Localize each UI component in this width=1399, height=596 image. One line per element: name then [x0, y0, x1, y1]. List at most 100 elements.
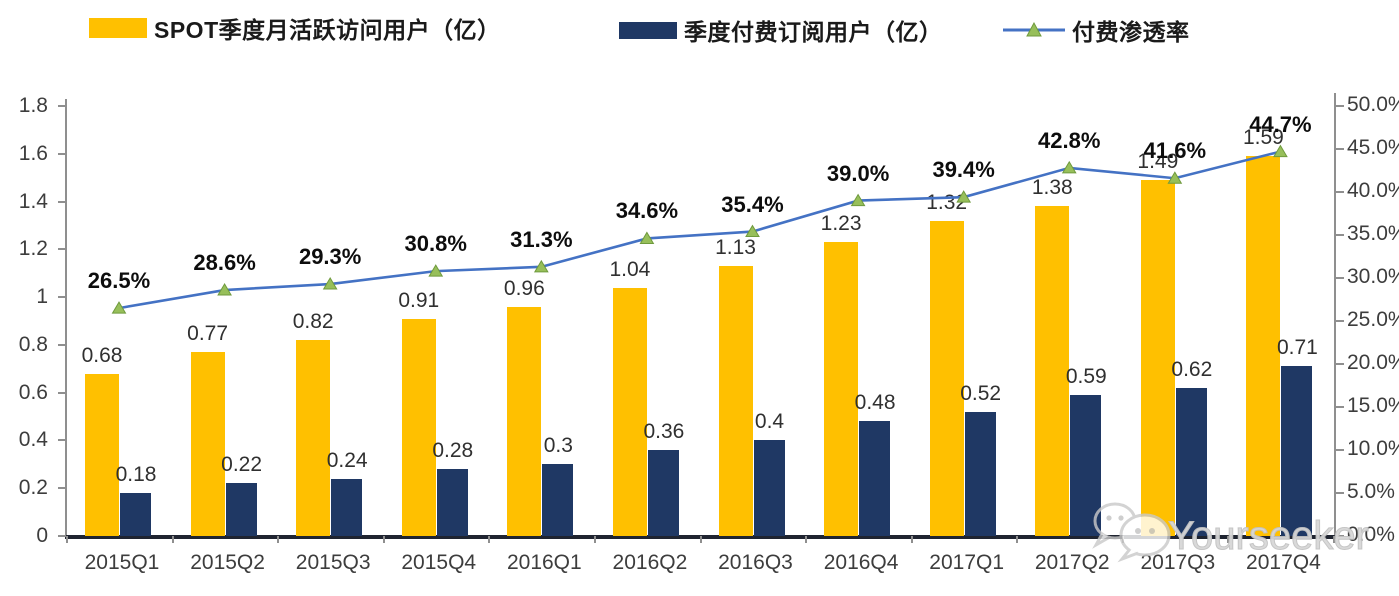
x-axis-label: 2015Q4: [401, 551, 477, 574]
y-axis-label: 0: [36, 524, 48, 547]
penetration-marker-icon: [639, 231, 655, 244]
y2-axis-tick: [1336, 535, 1344, 537]
y2-axis-label: 30.0%: [1347, 265, 1399, 288]
x-axis-tick: [1333, 536, 1335, 543]
subs-value-label: 0.59: [1065, 365, 1107, 389]
mau-value-label: 1.32: [926, 190, 968, 214]
legend-penetration-label: 付费渗透率: [1072, 19, 1190, 45]
x-axis-label: 2017Q1: [929, 551, 1005, 574]
mau-bar: [929, 220, 964, 536]
mau-bar: [190, 352, 225, 536]
y-axis-label: 1: [36, 285, 48, 309]
mau-bar: [1246, 156, 1281, 536]
x-axis-tick: [1016, 536, 1019, 543]
y2-axis-label: 10.0%: [1347, 437, 1399, 460]
penetration-point-label: 44.7%: [1249, 111, 1312, 137]
x-axis-tick: [66, 536, 68, 543]
x-axis-label: 2015Q2: [190, 551, 265, 574]
x-axis-tick: [171, 536, 174, 543]
legend-mau-label: SPOT季度月活跃访问用户（亿）: [154, 17, 501, 43]
subs-bar: [120, 493, 151, 536]
y2-axis-label: 35.0%: [1347, 222, 1399, 245]
y2-axis-tick: [1336, 277, 1344, 279]
y-axis-tick: [58, 391, 66, 394]
watermark-text: Yourseeker: [1168, 514, 1370, 559]
mau-value-label: 1.59: [1242, 126, 1284, 150]
x-axis-label: 2016Q4: [823, 551, 899, 574]
penetration-marker-icon: [533, 259, 549, 273]
y2-axis-label: 15.0%: [1347, 394, 1399, 417]
subs-value-label: 0.62: [1171, 357, 1213, 381]
y-axis-tick: [58, 248, 66, 251]
mau-value-label: 0.82: [292, 310, 334, 334]
y2-axis-label: 25.0%: [1347, 308, 1399, 331]
mau-value-label: 0.68: [81, 343, 123, 367]
mau-value-label: 1.04: [609, 257, 651, 281]
legend-subs-label: 季度付费订阅用户（亿）: [684, 19, 943, 45]
y2-axis-label: 45.0%: [1347, 136, 1399, 159]
penetration-marker-icon: [111, 301, 127, 314]
y2-axis-label: 50.0%: [1347, 93, 1399, 116]
y2-axis-tick: [1336, 148, 1344, 150]
x-axis-tick: [910, 536, 913, 543]
subs-bar: [1175, 387, 1207, 536]
y2-axis-label: 20.0%: [1347, 351, 1399, 374]
y2-axis-label: 40.0%: [1347, 179, 1399, 202]
mau-bar: [718, 266, 753, 536]
penetration-point-label: 28.6%: [193, 250, 256, 276]
y-axis-tick: [58, 487, 66, 490]
y-axis-tick: [58, 343, 66, 346]
mau-value-label: 0.77: [187, 322, 229, 346]
y2-axis-tick: [1336, 363, 1344, 365]
x-axis-label: 2015Q1: [84, 551, 160, 574]
penetration-marker-icon: [322, 277, 338, 290]
y2-axis-tick: [1336, 320, 1344, 322]
mau-value-label: 1.38: [1031, 176, 1073, 200]
y-axis-line: [65, 99, 67, 536]
y-axis-tick: [58, 296, 66, 299]
legend-item-mau: SPOT季度月活跃访问用户（亿）: [89, 15, 501, 43]
y-axis-tick: [58, 200, 66, 203]
y-axis-label: 1.4: [18, 189, 48, 213]
penetration-point-label: 29.3%: [298, 244, 362, 270]
subs-value-label: 0.22: [221, 453, 263, 477]
mau-value-label: 1.23: [820, 212, 862, 236]
y2-axis-tick: [1336, 406, 1344, 408]
penetration-marker-icon: [745, 224, 760, 238]
y-axis-tick: [58, 152, 66, 155]
wechat-bubbles-icon: [1092, 502, 1171, 563]
x-axis-label: 2017Q4: [1246, 551, 1321, 574]
y-axis-tick: [58, 535, 66, 537]
y-axis-label: 0.6: [18, 380, 48, 404]
penetration-point-label: 41.6%: [1143, 138, 1207, 164]
mau-bar: [612, 287, 647, 536]
penetration-point-label: 34.6%: [615, 198, 679, 224]
y-axis-label: 0.2: [18, 476, 48, 500]
subs-bar: [542, 464, 574, 536]
subs-value-label: 0.36: [643, 420, 685, 443]
x-axis-label: 2017Q2: [1034, 551, 1110, 574]
y-axis-label: 0.4: [18, 428, 48, 452]
penetration-marker-icon: [217, 283, 232, 296]
legend-item-penetration: 付费渗透率: [1003, 17, 1190, 45]
mau-value-label: 1.13: [715, 236, 756, 260]
subs-bar: [1281, 366, 1313, 536]
y-axis-label: 1.6: [18, 141, 48, 165]
subs-value-label: 0.3: [543, 434, 573, 458]
y2-axis-tick: [1336, 234, 1344, 236]
mau-bar: [85, 373, 119, 536]
subs-bar: [436, 469, 468, 536]
y-axis-tick: [58, 439, 66, 442]
subs-value-label: 0.28: [432, 439, 474, 463]
subs-bar: [225, 483, 257, 536]
x-axis-label: 2015Q3: [295, 551, 371, 574]
y2-axis-line: [1334, 93, 1336, 536]
mau-bar: [1035, 206, 1070, 536]
mau-bar: [824, 242, 859, 536]
subs-bar: [964, 411, 996, 536]
penetration-point-label: 26.5%: [87, 268, 151, 294]
subs-value-label: 0.24: [326, 448, 368, 472]
y2-axis-label: 0.0%: [1347, 523, 1395, 546]
mau-value-label: 0.91: [398, 288, 440, 312]
